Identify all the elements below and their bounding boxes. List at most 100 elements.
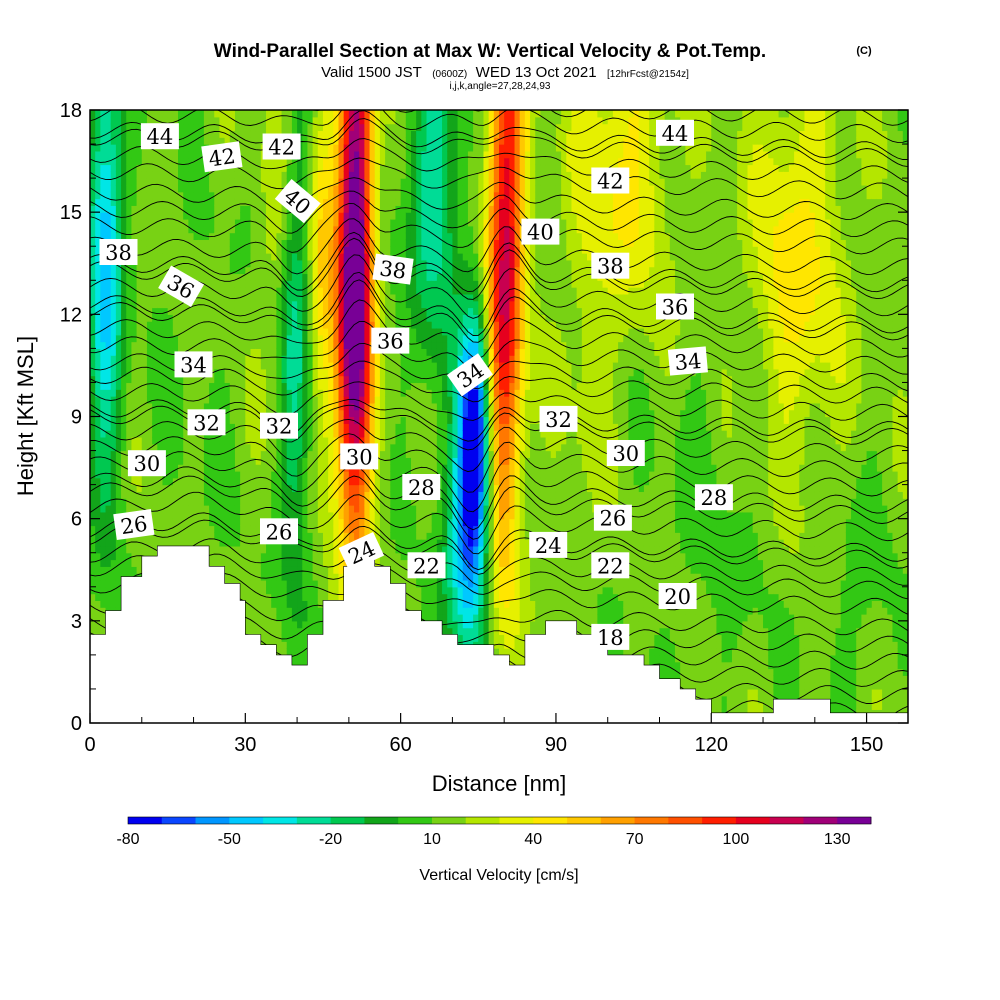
- velocity-cell: [343, 382, 350, 390]
- velocity-cell: [105, 218, 112, 227]
- velocity-cell: [317, 137, 324, 145]
- velocity-cell: [90, 368, 96, 377]
- velocity-cell: [126, 416, 133, 424]
- velocity-cell: [354, 150, 360, 159]
- velocity-cell: [229, 566, 236, 574]
- velocity-cell: [260, 116, 267, 125]
- velocity-cell: [281, 396, 288, 404]
- velocity-cell: [240, 552, 246, 561]
- velocity-cell: [157, 511, 164, 520]
- valid-time: Valid 1500 JST: [321, 64, 422, 81]
- velocity-cell: [255, 545, 262, 554]
- velocity-cell: [338, 123, 345, 132]
- velocity-cell: [100, 212, 107, 220]
- velocity-cell: [240, 443, 246, 452]
- velocity-cell: [260, 191, 267, 200]
- velocity-cell: [121, 273, 127, 281]
- velocity-cell: [317, 566, 324, 574]
- velocity-cell: [141, 362, 148, 370]
- velocity-cell: [291, 634, 298, 642]
- velocity-cell: [317, 327, 324, 336]
- velocity-cell: [255, 600, 262, 608]
- velocity-cell: [276, 266, 283, 275]
- velocity-cell: [193, 464, 200, 472]
- velocity-cell: [317, 491, 324, 499]
- velocity-cell: [183, 307, 189, 315]
- velocity-cell: [146, 321, 153, 329]
- velocity-cell: [302, 389, 309, 397]
- velocity-cell: [245, 273, 252, 281]
- velocity-cell: [260, 634, 267, 642]
- velocity-cell: [281, 559, 288, 567]
- velocity-cell: [271, 545, 277, 554]
- velocity-cell: [115, 416, 122, 424]
- velocity-cell: [255, 409, 262, 418]
- velocity-cell: [255, 171, 262, 179]
- velocity-cell: [250, 511, 257, 520]
- velocity-cell: [348, 430, 355, 438]
- velocity-cell: [322, 300, 329, 309]
- velocity-cell: [105, 423, 112, 431]
- velocity-cell: [136, 253, 143, 261]
- velocity-cell: [131, 559, 138, 567]
- velocity-cell: [209, 184, 215, 193]
- velocity-cell: [131, 218, 138, 227]
- velocity-cell: [183, 484, 189, 493]
- velocity-cell: [307, 368, 314, 377]
- velocity-cell: [162, 334, 169, 343]
- velocity-cell: [136, 110, 143, 118]
- velocity-cell: [322, 423, 329, 431]
- velocity-cell: [302, 539, 309, 547]
- velocity-cell: [224, 532, 231, 540]
- velocity-cell: [90, 525, 96, 533]
- velocity-cell: [229, 477, 236, 486]
- velocity-cell: [105, 457, 112, 465]
- velocity-cell: [338, 382, 345, 390]
- velocity-cell: [115, 368, 122, 377]
- velocity-cell: [105, 382, 112, 390]
- velocity-cell: [286, 225, 293, 234]
- velocity-cell: [291, 239, 298, 247]
- velocity-cell: [302, 327, 309, 336]
- velocity-cell: [126, 130, 133, 138]
- velocity-cell: [286, 600, 293, 608]
- velocity-cell: [115, 273, 122, 281]
- velocity-cell: [338, 593, 345, 601]
- velocity-cell: [203, 443, 210, 452]
- velocity-cell: [105, 300, 112, 309]
- velocity-cell: [281, 457, 288, 465]
- velocity-cell: [359, 362, 365, 370]
- velocity-cell: [276, 396, 283, 404]
- velocity-cell: [188, 470, 195, 479]
- velocity-cell: [90, 334, 96, 343]
- velocity-cell: [291, 110, 298, 118]
- velocity-cell: [193, 450, 200, 458]
- velocity-cell: [219, 436, 226, 445]
- velocity-cell: [312, 539, 319, 547]
- velocity-cell: [359, 110, 365, 118]
- velocity-cell: [209, 212, 215, 220]
- velocity-cell: [90, 144, 96, 152]
- velocity-cell: [152, 348, 158, 356]
- velocity-cell: [364, 382, 371, 390]
- velocity-cell: [172, 314, 179, 322]
- velocity-cell: [95, 607, 101, 615]
- velocity-cell: [364, 396, 371, 404]
- velocity-cell: [146, 362, 153, 370]
- velocity-cell: [312, 266, 319, 275]
- velocity-cell: [219, 498, 226, 506]
- velocity-cell: [297, 423, 303, 431]
- velocity-cell: [338, 253, 345, 261]
- velocity-cell: [291, 116, 298, 125]
- velocity-cell: [172, 327, 179, 336]
- velocity-cell: [198, 491, 205, 499]
- velocity-cell: [136, 355, 143, 363]
- velocity-cell: [240, 225, 246, 234]
- velocity-cell: [121, 368, 127, 377]
- velocity-cell: [105, 232, 112, 241]
- velocity-cell: [162, 246, 169, 254]
- velocity-cell: [240, 157, 246, 166]
- velocity-cell: [105, 409, 112, 418]
- velocity-cell: [343, 334, 350, 343]
- velocity-cell: [240, 402, 246, 411]
